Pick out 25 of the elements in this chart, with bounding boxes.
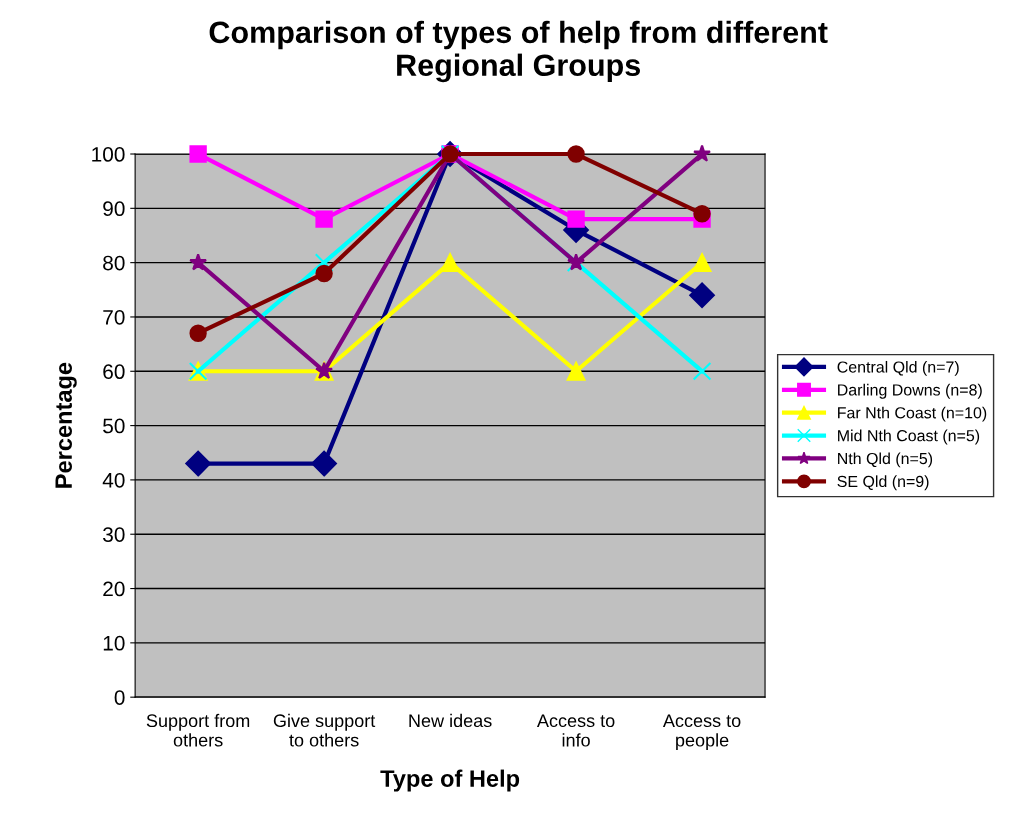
y-tick-label: 10 bbox=[103, 635, 125, 651]
y-tick-label: 40 bbox=[102, 472, 125, 488]
y-tick-label: 60 bbox=[103, 364, 125, 380]
legend-label: Mid Nth Coast (n=5) bbox=[838, 429, 980, 445]
y-tick-label: 100 bbox=[92, 147, 125, 162]
y-tick-label: 0 bbox=[114, 690, 125, 705]
y-tick-label: 30 bbox=[103, 527, 125, 542]
y-tick-label: 50 bbox=[103, 418, 125, 434]
x-axis-title: Type of Help bbox=[380, 769, 520, 792]
x-tick-label: Access to info bbox=[536, 714, 615, 747]
legend-label: Far Nth Coast (n=10) bbox=[838, 406, 987, 422]
legend-label: SE Qld (n=9) bbox=[837, 475, 929, 491]
legend-label: Nth Qld (n=5) bbox=[838, 452, 933, 468]
x-tick-label: Give support to others bbox=[273, 713, 376, 747]
x-tick-label: Support from others bbox=[146, 713, 250, 747]
y-tick-label: 80 bbox=[103, 255, 125, 271]
legend-label: Darling Downs (n=8) bbox=[838, 383, 982, 399]
legend-label: Central Qld (n=7) bbox=[837, 360, 959, 376]
y-axis-title: Percentage bbox=[55, 362, 77, 488]
x-tick-label: Access to people bbox=[662, 714, 741, 751]
chart-title: Comparison of types of help from different Regional Groups bbox=[209, 20, 828, 83]
y-tick-label: 90 bbox=[103, 201, 125, 217]
y-tick-label: 20 bbox=[103, 581, 125, 597]
x-tick-label: New ideas bbox=[409, 713, 492, 728]
y-tick-label: 70 bbox=[103, 309, 125, 325]
